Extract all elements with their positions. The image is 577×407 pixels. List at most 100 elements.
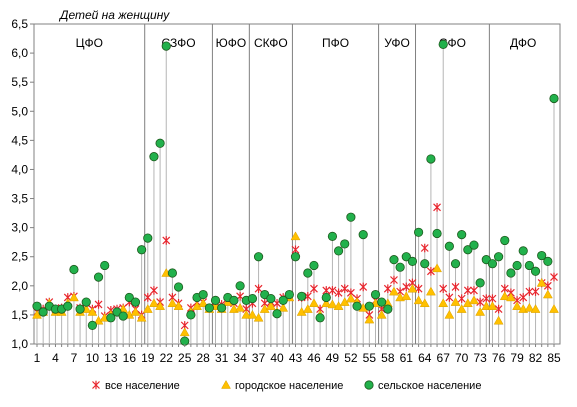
point-rural [137, 245, 147, 255]
x-tick-label: 1 [34, 351, 41, 365]
point-rural [149, 152, 159, 162]
point-rural [81, 297, 91, 307]
y-tick-label: 5,0 [11, 104, 28, 118]
y-tick-label: 3,0 [11, 221, 28, 235]
x-tick-label: 79 [510, 351, 524, 365]
point-all [445, 293, 454, 302]
x-tick-label: 61 [400, 351, 414, 365]
legend-marker-rural-circle-icon [364, 380, 374, 390]
point-all [420, 243, 429, 253]
point-rural [463, 245, 473, 255]
legend-label-rural: сельское население [378, 380, 481, 392]
legend-marker-all-star-icon [92, 380, 100, 390]
point-rural [549, 93, 559, 104]
x-tick-label: 31 [215, 351, 229, 365]
point-all [143, 293, 152, 302]
point-urban [364, 314, 375, 324]
district-label: ДФО [510, 36, 536, 50]
legend-marker [92, 380, 100, 390]
x-tick-label: 64 [418, 351, 432, 365]
legend-item-all: все население [92, 380, 180, 392]
point-urban [136, 312, 147, 322]
legend-marker [364, 380, 374, 390]
point-rural [512, 260, 522, 271]
point-rural [506, 268, 516, 278]
district-label: УФО [384, 36, 410, 50]
point-rural [530, 266, 541, 276]
point-rural [450, 259, 461, 269]
point-urban [549, 304, 559, 313]
point-rural [352, 301, 362, 311]
point-rural [253, 252, 264, 262]
x-tick-label: 67 [437, 351, 451, 365]
point-urban [155, 301, 166, 310]
point-rural [143, 233, 153, 243]
point-rural [217, 303, 227, 313]
point-rural [272, 309, 282, 319]
point-urban [536, 277, 547, 287]
point-urban [179, 327, 190, 337]
point-all [463, 286, 472, 295]
point-rural [389, 255, 399, 265]
point-rural [167, 268, 178, 278]
x-tick-label: 73 [473, 351, 487, 365]
point-rural [93, 272, 104, 282]
point-urban [345, 293, 356, 303]
point-rural [469, 240, 479, 250]
point-rural [487, 259, 498, 269]
y-tick-label: 2,0 [11, 279, 28, 293]
x-tick-label: 55 [363, 351, 377, 365]
point-rural [432, 228, 442, 239]
point-all [334, 288, 343, 298]
y-tick-label: 4,0 [11, 162, 28, 176]
x-tick-label: 49 [326, 351, 340, 365]
point-all [433, 202, 441, 212]
series-rural-population [32, 39, 559, 346]
district-label: ЮФО [216, 36, 247, 50]
point-rural [346, 212, 356, 222]
point-urban [149, 298, 159, 308]
x-tick-label: 70 [455, 351, 469, 365]
x-tick-label: 58 [381, 351, 395, 365]
point-rural [100, 260, 110, 271]
point-rural [118, 311, 128, 321]
point-rural [87, 320, 97, 330]
point-rural [155, 138, 165, 148]
point-urban [173, 301, 184, 310]
y-tick-label: 6,5 [11, 17, 28, 31]
point-all [451, 282, 460, 292]
point-urban [407, 283, 418, 293]
y-tick-label: 4,5 [11, 133, 28, 147]
x-tick-label: 16 [123, 351, 137, 365]
point-rural [395, 262, 405, 272]
point-rural [420, 259, 430, 269]
y-tick-label: 1,5 [11, 308, 28, 322]
point-all [359, 282, 368, 292]
point-urban [87, 306, 98, 316]
point-all [494, 304, 503, 314]
point-rural [297, 291, 307, 301]
point-rural [321, 292, 331, 303]
legend-marker-urban-triangle-icon [221, 379, 231, 389]
point-rural [475, 278, 485, 288]
plot-frame [33, 23, 561, 345]
point-rural [290, 252, 301, 262]
point-urban [425, 286, 436, 296]
point-urban [302, 304, 313, 313]
point-urban [438, 298, 449, 308]
point-rural [494, 252, 504, 262]
point-all [457, 294, 466, 303]
x-tick-label: 37 [252, 351, 266, 365]
point-rural [518, 246, 528, 256]
point-rural [426, 154, 436, 164]
point-rural [407, 256, 418, 266]
point-all [525, 287, 534, 296]
point-urban [450, 297, 461, 306]
point-rural [383, 304, 393, 314]
point-rural [229, 295, 239, 305]
point-urban [235, 302, 246, 312]
point-rural [438, 39, 448, 49]
point-rural [204, 303, 214, 313]
point-urban [69, 292, 79, 302]
point-rural [266, 294, 276, 304]
